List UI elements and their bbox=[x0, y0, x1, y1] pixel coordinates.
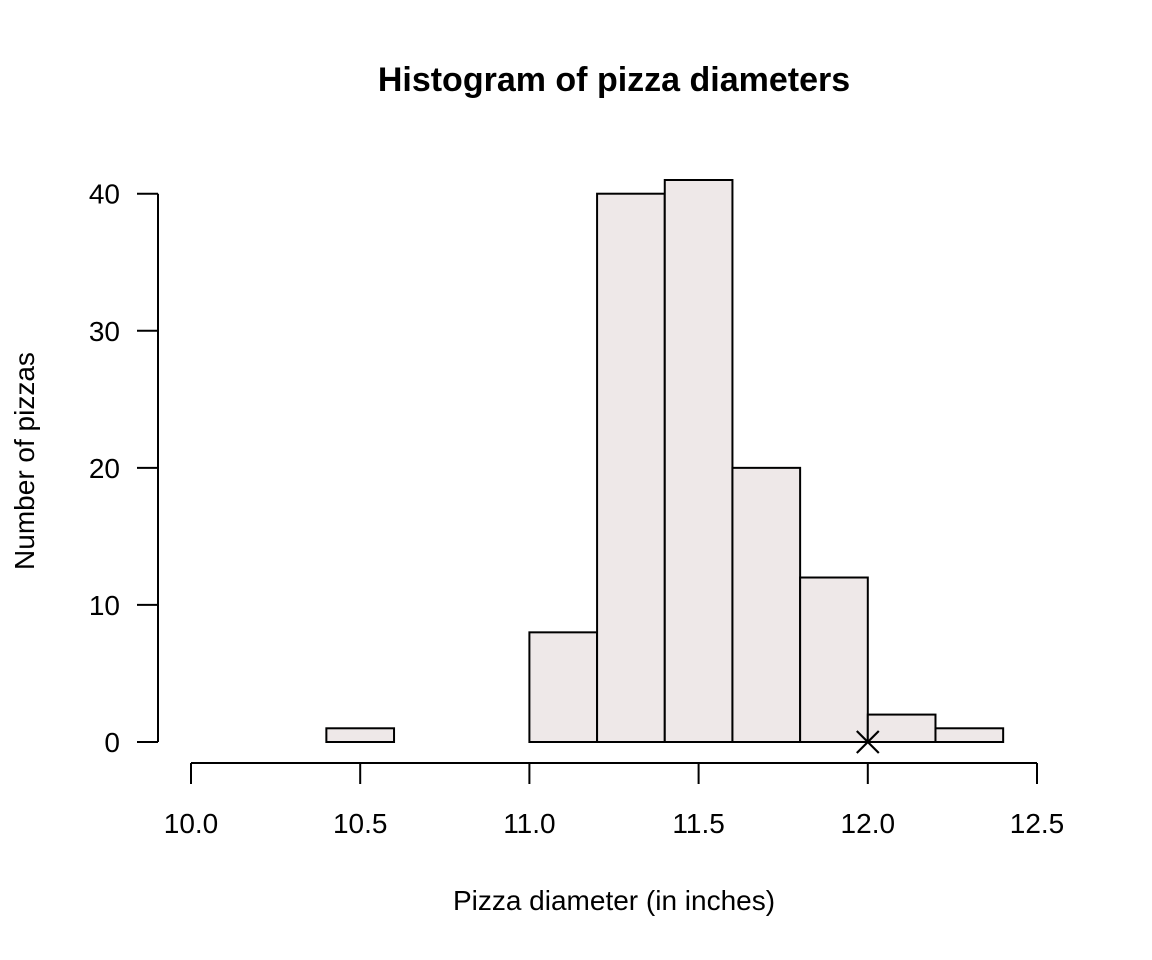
x-tick-label: 12.0 bbox=[841, 808, 896, 839]
bars-layer bbox=[325, 179, 1005, 744]
histogram-bar bbox=[799, 576, 869, 744]
histogram-bar bbox=[596, 192, 666, 743]
x-marker bbox=[856, 730, 880, 754]
y-tick-label: 0 bbox=[104, 727, 120, 758]
x-tick-label: 10.5 bbox=[333, 808, 388, 839]
y-axis-label: Number of pizzas bbox=[9, 352, 40, 570]
x-axis-label: Pizza diameter (in inches) bbox=[453, 885, 775, 916]
y-tick-label: 40 bbox=[89, 179, 120, 210]
annotation-layer bbox=[856, 730, 880, 754]
y-tick-label: 30 bbox=[89, 316, 120, 347]
histogram-bar bbox=[325, 727, 396, 743]
y-axis: 0 10 20 30 40 bbox=[89, 179, 159, 758]
histogram-bar bbox=[663, 179, 734, 743]
x-tick-label: 10.0 bbox=[164, 808, 219, 839]
x-tick-label: 12.5 bbox=[1010, 808, 1065, 839]
histogram-bar bbox=[528, 631, 599, 744]
histogram-bar bbox=[731, 466, 802, 743]
y-tick-label: 10 bbox=[89, 590, 120, 621]
histogram-bar bbox=[934, 727, 1005, 743]
histogram-bar bbox=[866, 713, 937, 744]
chart-title: Histogram of pizza diameters bbox=[378, 61, 850, 99]
x-tick-label: 11.0 bbox=[503, 808, 555, 839]
x-axis: 10.0 10.5 11.0 11.5 12.0 12.5 bbox=[164, 762, 1065, 839]
y-tick-label: 20 bbox=[89, 453, 120, 484]
x-tick-label: 11.5 bbox=[672, 808, 724, 839]
